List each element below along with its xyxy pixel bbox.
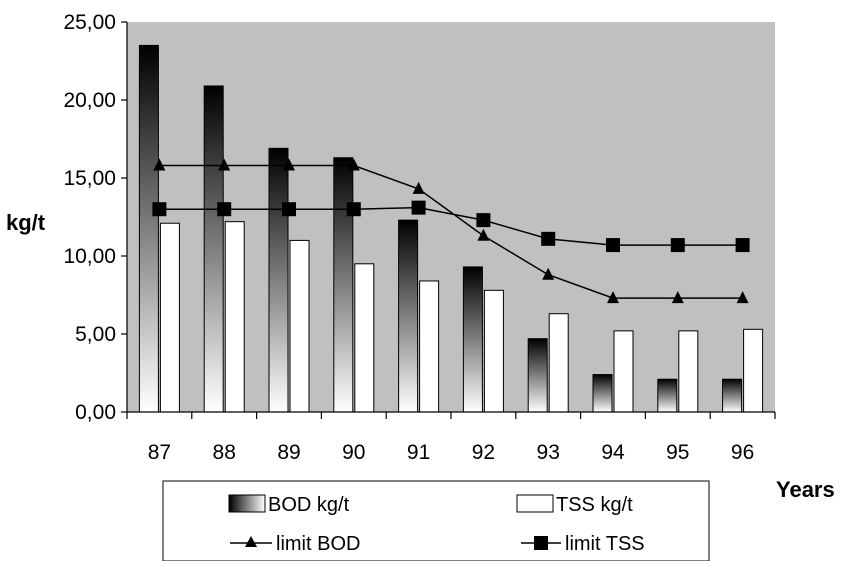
point-limit-bod-95 <box>671 291 684 304</box>
plot-area <box>127 22 775 412</box>
x-tick-label: 92 <box>472 441 495 464</box>
line-limit-bod <box>159 164 743 299</box>
legend-swatch-tss <box>516 494 554 513</box>
legend-marker-limit-bod <box>245 536 257 547</box>
y-tick-label: 20,00 <box>63 89 116 112</box>
bar-bod-96 <box>722 378 743 413</box>
bar-bod-94 <box>592 374 613 413</box>
legend-label-limit-bod: limit BOD <box>276 533 360 555</box>
bar-tss-88 <box>224 221 245 413</box>
point-limit-tss-95 <box>670 238 685 253</box>
point-limit-tss-92 <box>476 213 491 228</box>
bar-bod-88 <box>203 85 224 413</box>
point-limit-tss-88 <box>217 202 232 217</box>
point-limit-tss-87 <box>152 202 167 217</box>
x-tick-label: 95 <box>666 441 689 464</box>
bar-tss-94 <box>613 330 634 413</box>
x-tick-label: 90 <box>342 441 365 464</box>
point-limit-bod-92 <box>477 228 490 241</box>
bar-bod-93 <box>527 338 548 413</box>
x-tick-label: 94 <box>601 441 625 464</box>
y-axis-label: kg/t <box>6 210 46 235</box>
bar-tss-89 <box>289 239 310 413</box>
point-limit-bod-88 <box>218 158 231 171</box>
point-limit-bod-93 <box>542 267 555 280</box>
bar-tss-95 <box>678 330 699 413</box>
bar-bod-91 <box>398 219 419 413</box>
bar-tss-91 <box>419 280 440 413</box>
bar-bod-95 <box>657 378 678 413</box>
point-limit-tss-91 <box>411 200 426 215</box>
legend: BOD kg/t TSS kg/t limit BOD limit TSS <box>162 480 710 561</box>
bar-tss-87 <box>159 222 180 413</box>
legend-label-tss: TSS kg/t <box>556 494 633 516</box>
point-limit-tss-96 <box>735 238 750 253</box>
point-limit-bod-89 <box>283 158 295 171</box>
bar-tss-90 <box>354 263 375 413</box>
x-tick-label: 91 <box>407 441 430 464</box>
point-limit-bod-87 <box>153 158 166 171</box>
bar-bod-89 <box>268 147 289 413</box>
y-tick-label: 15,00 <box>63 167 116 190</box>
y-tick-label: 25,00 <box>63 11 116 34</box>
y-tick-label: 0,00 <box>75 401 116 424</box>
point-limit-tss-90 <box>346 202 361 217</box>
legend-label-bod: BOD kg/t <box>268 494 350 516</box>
legend-box <box>162 480 710 561</box>
x-tick-label: 87 <box>148 441 171 464</box>
x-tick-label: 96 <box>731 441 754 464</box>
x-axis-label: Years <box>776 477 835 502</box>
point-limit-bod-91 <box>412 181 425 194</box>
y-tick-label: 5,00 <box>75 323 116 346</box>
x-tick-label: 88 <box>213 441 236 464</box>
y-tick-label: 10,00 <box>63 245 116 268</box>
bar-tss-96 <box>743 328 764 413</box>
x-tick-label: 93 <box>537 441 560 464</box>
line-limit-tss <box>159 206 743 246</box>
bar-tss-92 <box>483 289 504 413</box>
legend-marker-limit-tss <box>534 536 548 550</box>
point-limit-tss-89 <box>282 202 296 217</box>
x-tick-label: 89 <box>277 441 300 464</box>
point-limit-tss-93 <box>541 231 556 246</box>
legend-swatch-bod <box>228 494 266 513</box>
bar-bod-87 <box>138 44 159 413</box>
legend-label-limit-tss: limit TSS <box>565 533 645 555</box>
bar-tss-93 <box>548 313 569 413</box>
bar-bod-92 <box>462 266 483 413</box>
point-limit-bod-96 <box>736 291 749 304</box>
point-limit-bod-94 <box>607 291 619 304</box>
bar-bod-90 <box>333 157 354 413</box>
point-limit-tss-94 <box>606 238 620 253</box>
point-limit-bod-90 <box>347 158 360 171</box>
